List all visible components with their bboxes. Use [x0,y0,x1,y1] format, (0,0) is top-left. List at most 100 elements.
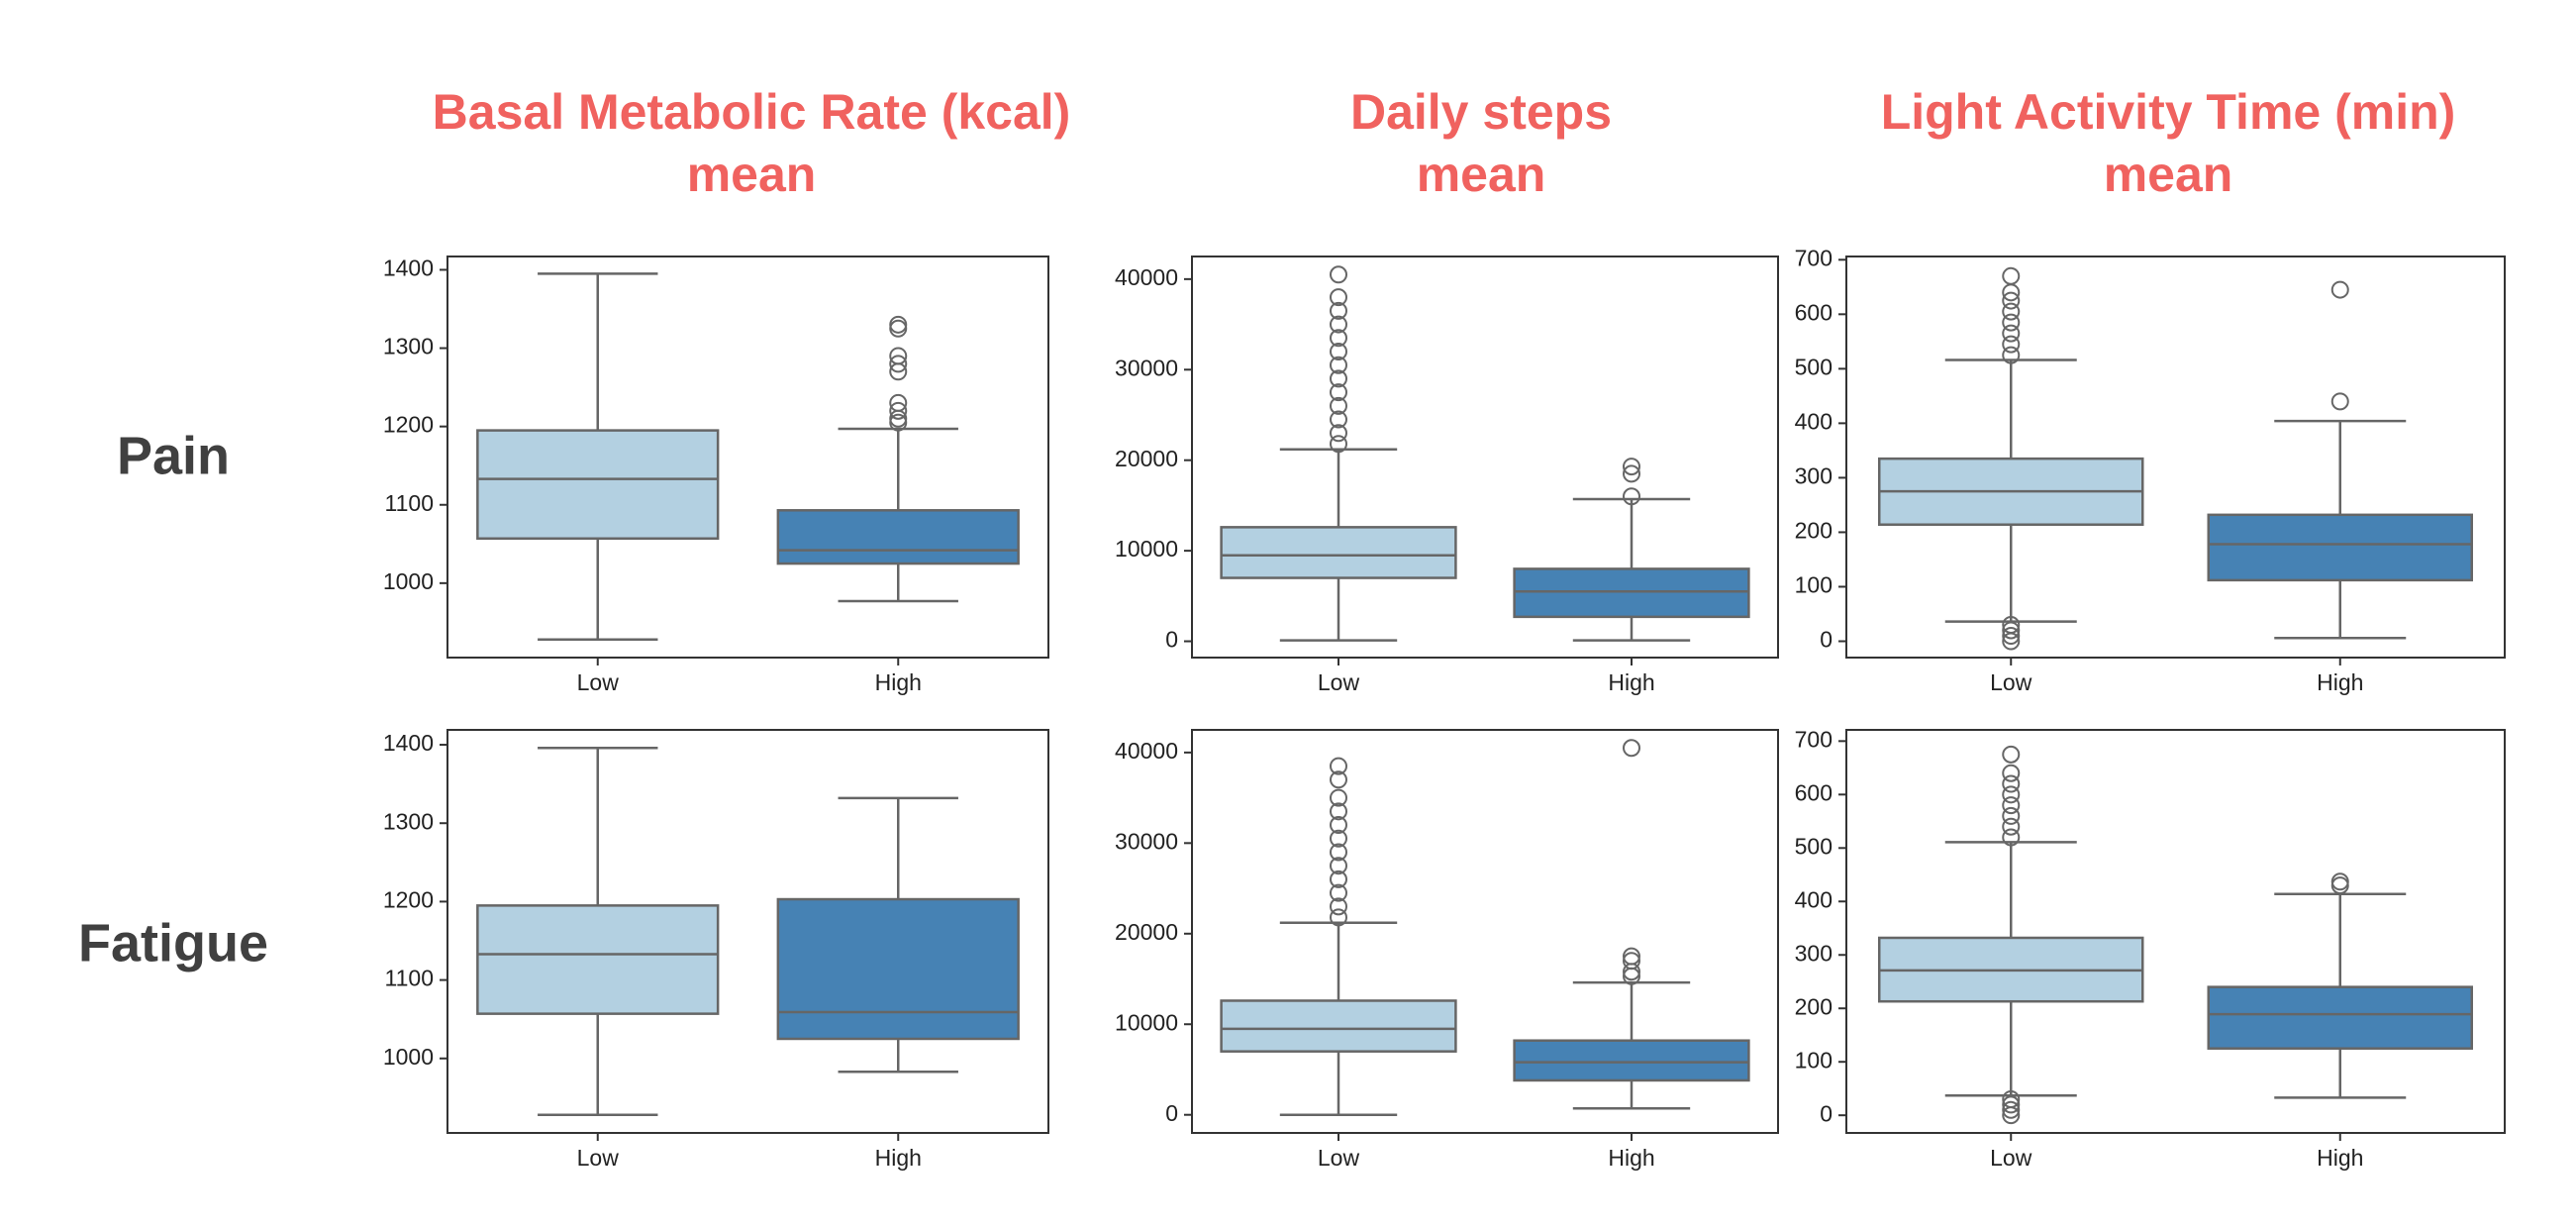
flier [2002,291,2021,310]
y-tick-label: 200 [1795,518,1833,544]
y-tick-label: 600 [1795,299,1833,325]
column-title: mean [687,147,817,202]
y-tick-label: 1100 [385,966,434,991]
plot-frame [1191,256,1779,659]
flier [2002,764,2021,782]
x-tick-label: Low [1318,1145,1360,1171]
flier [2002,346,2021,364]
flier [1330,802,1347,821]
y-tick-label: 30000 [1115,355,1178,380]
flier [1330,301,1347,320]
flier [1330,288,1347,307]
x-tick-label: Low [1990,1145,2032,1171]
flier [889,401,908,420]
y-tick-label: 100 [1795,1047,1833,1073]
flier [2002,817,2021,836]
y-tick-label: 700 [1795,245,1833,270]
flier [2002,1095,2021,1114]
flier [2002,626,2021,645]
box [776,509,1020,565]
flier [2002,302,2021,321]
flier [1330,857,1347,875]
flier [2002,313,2021,332]
x-tick-label: Low [1318,669,1360,695]
flier [2330,392,2349,411]
flier [889,347,908,365]
flier [1623,952,1640,971]
y-tick-label: 400 [1795,408,1833,434]
flier [2330,876,2349,895]
flier [1623,947,1640,966]
flier [1330,329,1347,348]
flier [1330,342,1347,360]
flier [1330,897,1347,916]
flier [1330,356,1347,374]
flier [1623,487,1640,506]
y-tick-label: 1000 [383,568,434,594]
y-tick-label: 1200 [383,886,434,912]
y-tick-label: 400 [1795,886,1833,912]
x-tick-label: High [2317,669,2363,695]
box [1513,567,1750,619]
row-label: Pain [117,426,230,485]
y-tick-label: 300 [1795,940,1833,966]
flier [1330,770,1347,789]
y-tick-label: 10000 [1115,1009,1178,1035]
column-title: Basal Metabolic Rate (kcal) [433,84,1071,140]
x-tick-label: High [2317,1145,2363,1171]
flier [889,393,908,412]
plot-frame [446,729,1049,1134]
flier [2002,828,2021,847]
y-tick-label: 1200 [383,412,434,438]
column-title: mean [2104,147,2233,202]
y-tick-label: 1300 [383,808,434,834]
flier [1330,908,1347,927]
flier [1623,464,1640,483]
box [476,904,720,1015]
flier [889,319,908,338]
flier [2002,1100,2021,1119]
flier [2330,280,2349,299]
column-title: Daily steps [1350,84,1612,140]
flier [2002,615,2021,634]
y-tick-label: 1000 [383,1044,434,1070]
flier [2002,806,2021,825]
flier [1330,424,1347,443]
flier [1330,883,1347,902]
x-tick-label: High [1608,669,1654,695]
flier [2002,266,2021,285]
y-tick-label: 0 [1165,627,1178,653]
box [2207,513,2473,582]
flier [889,315,908,334]
box [476,429,720,541]
y-tick-label: 20000 [1115,919,1178,945]
box [776,897,1020,1041]
x-tick-label: Low [577,669,620,695]
y-tick-label: 40000 [1115,738,1178,764]
flier [1330,315,1347,334]
x-tick-label: High [875,1145,922,1171]
y-tick-label: 40000 [1115,264,1178,290]
flier [1330,788,1347,807]
flier [2002,796,2021,815]
flier [889,355,908,373]
flier [1330,757,1347,775]
y-tick-label: 10000 [1115,536,1178,562]
box [2207,985,2473,1050]
flier [2002,745,2021,764]
flier [1330,369,1347,388]
y-tick-label: 1300 [383,334,434,359]
flier [2002,1089,2021,1108]
y-tick-label: 700 [1795,726,1833,752]
column-title: mean [1417,147,1546,202]
flier [2002,324,2021,343]
y-tick-label: 500 [1795,833,1833,859]
box [1513,1039,1750,1082]
flier [2002,785,2021,804]
y-tick-label: 30000 [1115,828,1178,854]
x-tick-label: High [1608,1145,1654,1171]
y-tick-label: 600 [1795,779,1833,805]
flier [2002,335,2021,354]
flier [1330,265,1347,284]
flier [1330,396,1347,415]
